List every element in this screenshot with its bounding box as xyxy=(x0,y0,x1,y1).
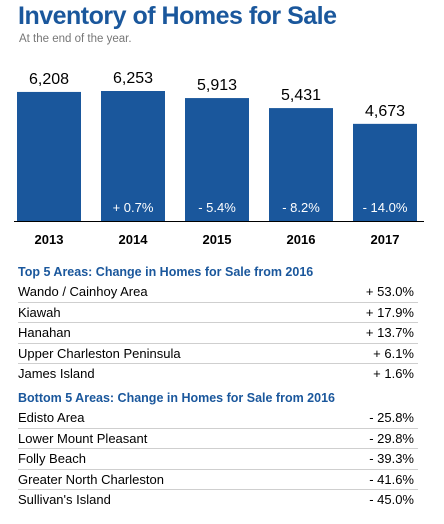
top-areas-area-change: + 53.0% xyxy=(365,284,414,299)
top-areas-area-name: Upper Charleston Peninsula xyxy=(18,345,181,361)
top-areas-section: Top 5 Areas: Change in Homes for Sale fr… xyxy=(18,262,418,384)
bottom-areas-list: Edisto Area - 25.8% Lower Mount Pleasant - … xyxy=(18,408,418,510)
bar-2017 xyxy=(353,123,417,221)
bottom-areas-area-change: - 29.8% xyxy=(369,430,414,446)
top-areas-area-change: + 17.9% xyxy=(365,304,414,320)
x-tick-2017: 2017 xyxy=(371,232,400,247)
chart-subtitle: At the end of the year. xyxy=(19,33,132,45)
top-areas-area-change: + 13.7% xyxy=(365,325,414,340)
top-areas-area-change: + 1.6% xyxy=(373,366,414,381)
bottom-areas-area-change: - 45.0% xyxy=(369,492,414,507)
x-tick-2015: 2015 xyxy=(203,232,232,247)
top-areas-row: Kiawah + 17.9% xyxy=(18,301,418,323)
bar-2015 xyxy=(185,98,249,221)
change-label-2017: - 14.0% xyxy=(363,200,408,215)
top-areas-area-name: Hanahan xyxy=(18,325,71,340)
value-label-2013: 6,208 xyxy=(29,71,69,88)
value-label-2017: 4,673 xyxy=(365,103,405,120)
top-areas-list: Wando / Cainhoy Area + 53.0% Kiawah + 17.9%… xyxy=(18,282,418,384)
top-areas-row: Upper Charleston Peninsula + 6.1% xyxy=(18,342,418,364)
value-label-2016: 5,431 xyxy=(281,87,321,104)
bottom-areas-area-change: - 25.8% xyxy=(369,410,414,425)
top-areas-area-name: James Island xyxy=(18,366,95,381)
top-areas-area-name: Wando / Cainhoy Area xyxy=(18,284,148,299)
bottom-areas-row: Edisto Area - 25.8% xyxy=(18,408,418,428)
x-tick-2013: 2013 xyxy=(35,232,64,247)
bottom-areas-area-change: - 41.6% xyxy=(369,471,414,487)
bottom-areas-row: Sullivan's Island - 45.0% xyxy=(18,489,418,510)
bar-2014 xyxy=(101,91,165,221)
change-label-2015: - 5.4% xyxy=(198,200,236,215)
x-tick-2016: 2016 xyxy=(287,232,316,247)
chart-title: Inventory of Homes for Sale xyxy=(18,2,337,30)
top-areas-row: Hanahan + 13.7% xyxy=(18,322,418,343)
bottom-areas-row: Lower Mount Pleasant - 29.8% xyxy=(18,427,418,449)
bottom-areas-area-name: Folly Beach xyxy=(18,451,86,466)
top-areas-area-change: + 6.1% xyxy=(373,345,414,361)
bottom-areas-area-name: Edisto Area xyxy=(18,410,85,425)
bottom-areas-section: Bottom 5 Areas: Change in Homes for Sale… xyxy=(18,388,418,510)
value-label-2015: 5,913 xyxy=(197,77,237,94)
top-areas-area-name: Kiawah xyxy=(18,304,61,320)
top-areas-row: Wando / Cainhoy Area + 53.0% xyxy=(18,282,418,302)
change-label-2016: - 8.2% xyxy=(282,200,320,215)
value-label-2014: 6,253 xyxy=(113,70,153,87)
x-tick-2014: 2014 xyxy=(119,232,149,247)
bottom-areas-row: Folly Beach - 39.3% xyxy=(18,448,418,469)
bar-2016 xyxy=(269,108,333,221)
change-label-2014: + 0.7% xyxy=(113,200,154,215)
bottom-areas-area-name: Lower Mount Pleasant xyxy=(18,430,148,446)
bottom-areas-area-change: - 39.3% xyxy=(369,451,414,466)
bottom-areas-area-name: Sullivan's Island xyxy=(18,492,111,507)
top-areas-row: James Island + 1.6% xyxy=(18,363,418,384)
bar-chart: 6,208 2013 6,253 + 0.7% 2014 5,913 - 5.4% 2015 5… xyxy=(14,70,424,247)
bottom-areas-title: Bottom 5 Areas: Change in Homes for Sale… xyxy=(18,391,335,405)
bottom-areas-area-name: Greater North Charleston xyxy=(18,471,164,487)
top-areas-title: Top 5 Areas: Change in Homes for Sale fr… xyxy=(18,265,314,279)
bottom-areas-row: Greater North Charleston - 41.6% xyxy=(18,468,418,490)
bar-2013 xyxy=(17,91,81,222)
